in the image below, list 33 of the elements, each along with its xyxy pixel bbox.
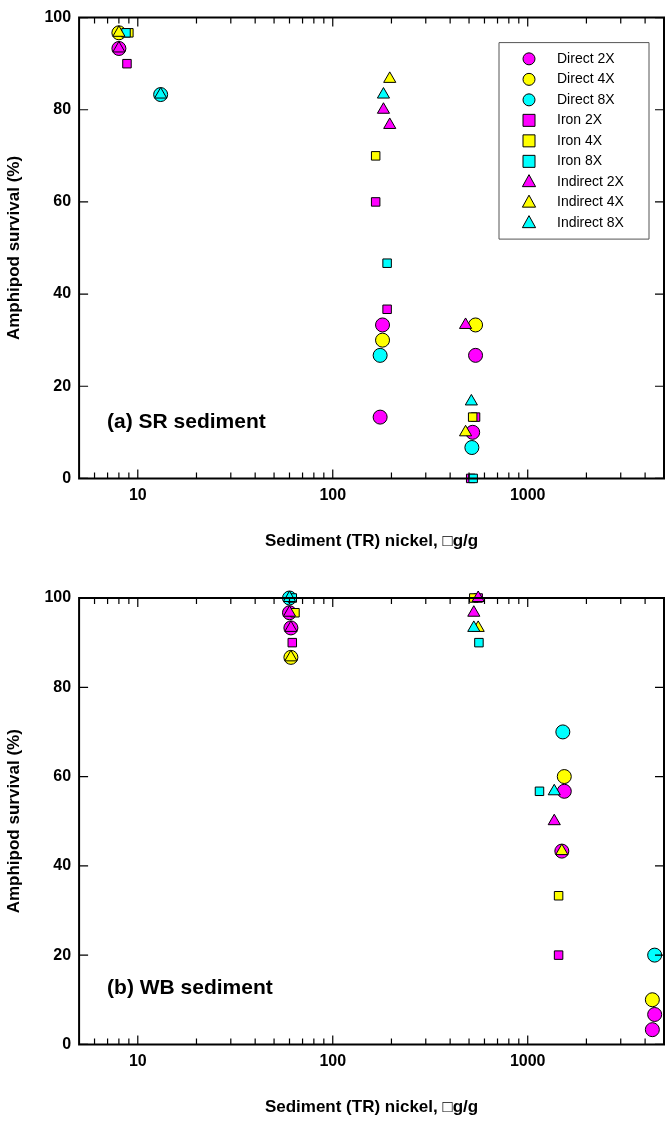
y-tick-label: 0 [62, 1034, 72, 1052]
x-tick-label: 1000 [509, 486, 546, 504]
y-tick-label: 40 [53, 284, 72, 302]
annotation: (a) SR sediment [107, 409, 266, 433]
y-tick-label: 20 [53, 376, 72, 394]
legend-label: Direct 4X [557, 70, 616, 87]
y-tick-label: 60 [53, 766, 72, 784]
x-tick-label: 1000 [509, 1052, 546, 1070]
x-tick-label: 100 [319, 1052, 347, 1070]
y-axis-title: Amphipod survival (%) [3, 155, 23, 341]
legend-label: Direct 8X [557, 90, 616, 107]
y-tick-label: 20 [53, 945, 72, 963]
legend-label: Indirect 2X [557, 172, 625, 189]
y-tick-label: 40 [53, 856, 72, 874]
y-tick-label: 80 [53, 100, 72, 118]
annotation: (b) WB sediment [107, 975, 273, 999]
y-tick-label: 0 [62, 468, 72, 486]
x-tick-label: 10 [128, 486, 147, 504]
legend-label: Indirect 4X [557, 193, 625, 210]
x-tick-label: 100 [319, 486, 347, 504]
y-tick-label: 100 [44, 588, 72, 606]
legend-label: Indirect 8X [557, 213, 625, 230]
x-tick-label: 10 [128, 1052, 147, 1070]
y-tick-label: 60 [53, 192, 72, 210]
y-axis-title: Amphipod survival (%) [3, 729, 23, 914]
x-axis-title: Sediment (TR) nickel, □g/g [264, 531, 479, 551]
x-axis-title: Sediment (TR) nickel, □g/g [264, 1097, 479, 1117]
y-tick-label: 80 [53, 677, 72, 695]
legend-label: Iron 4X [557, 131, 603, 148]
legend-label: Direct 2X [557, 49, 616, 66]
y-tick-label: 100 [44, 8, 72, 26]
legend-label: Iron 8X [557, 152, 603, 169]
legend-label: Iron 2X [557, 111, 603, 128]
